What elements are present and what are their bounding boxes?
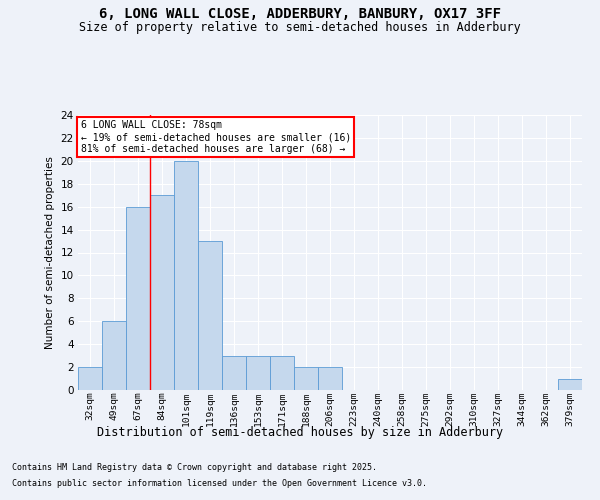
Bar bbox=[270, 356, 294, 390]
Text: Size of property relative to semi-detached houses in Adderbury: Size of property relative to semi-detach… bbox=[79, 21, 521, 34]
Bar bbox=[558, 378, 582, 390]
Bar bbox=[78, 367, 102, 390]
Text: Contains public sector information licensed under the Open Government Licence v3: Contains public sector information licen… bbox=[12, 478, 427, 488]
Text: Distribution of semi-detached houses by size in Adderbury: Distribution of semi-detached houses by … bbox=[97, 426, 503, 439]
Bar bbox=[102, 322, 126, 390]
Bar bbox=[246, 356, 270, 390]
Text: 6, LONG WALL CLOSE, ADDERBURY, BANBURY, OX17 3FF: 6, LONG WALL CLOSE, ADDERBURY, BANBURY, … bbox=[99, 8, 501, 22]
Text: Contains HM Land Registry data © Crown copyright and database right 2025.: Contains HM Land Registry data © Crown c… bbox=[12, 464, 377, 472]
Bar bbox=[294, 367, 318, 390]
Y-axis label: Number of semi-detached properties: Number of semi-detached properties bbox=[45, 156, 55, 349]
Bar bbox=[126, 206, 150, 390]
Bar bbox=[318, 367, 342, 390]
Bar bbox=[222, 356, 246, 390]
Bar bbox=[150, 195, 174, 390]
Bar bbox=[174, 161, 198, 390]
Bar bbox=[198, 241, 222, 390]
Text: 6 LONG WALL CLOSE: 78sqm
← 19% of semi-detached houses are smaller (16)
81% of s: 6 LONG WALL CLOSE: 78sqm ← 19% of semi-d… bbox=[80, 120, 351, 154]
